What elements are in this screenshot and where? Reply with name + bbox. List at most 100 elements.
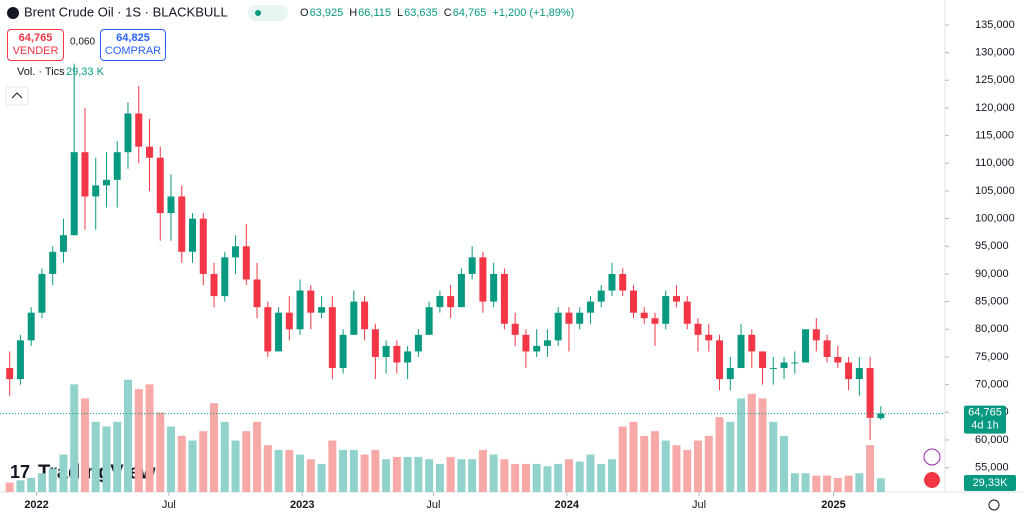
volume-bar: [253, 421, 262, 492]
x-tick-label: 2023: [290, 499, 314, 511]
candle-body: [135, 113, 143, 147]
candle-body: [425, 307, 433, 335]
volume-layer: [5, 379, 885, 492]
volume-bar: [489, 454, 498, 492]
volume-bar: [876, 478, 885, 492]
candle-body: [533, 345, 541, 352]
candle-body: [199, 218, 207, 274]
volume-bar: [306, 459, 315, 492]
volume-bar: [650, 431, 659, 492]
volume-bar: [780, 435, 789, 492]
spread: 0,060: [70, 37, 95, 48]
volume-bar: [48, 468, 57, 492]
buy-button[interactable]: 64,825 COMPRAR: [100, 29, 166, 61]
volume-bar: [564, 459, 573, 492]
candle-body: [447, 296, 455, 308]
header-key: O: [300, 7, 309, 19]
candle-body: [296, 290, 304, 330]
candle-body: [16, 340, 24, 380]
candle-body: [307, 290, 315, 313]
candle-body: [414, 334, 422, 352]
candle-body: [328, 307, 336, 369]
candle-body: [371, 329, 379, 357]
volume-bar: [360, 454, 369, 492]
candle-body: [662, 296, 670, 324]
sell-label: VENDER: [12, 45, 59, 57]
volume-bar: [113, 421, 122, 492]
candle-body: [748, 334, 756, 352]
candle-body: [27, 312, 35, 341]
volume-bar: [737, 398, 746, 492]
candle-body: [350, 301, 358, 335]
buy-label: COMPRAR: [104, 45, 162, 57]
volume-bar: [855, 473, 864, 492]
event-icon[interactable]: [923, 448, 941, 466]
volume-bar: [414, 456, 423, 492]
candle-body: [59, 235, 67, 252]
volume-bar: [747, 393, 756, 492]
settings-icon[interactable]: [988, 499, 1000, 511]
y-tick-label: 85,000: [975, 296, 1009, 308]
volume-bar: [59, 454, 68, 492]
y-tick-label: 130,000: [975, 46, 1015, 58]
candle-body: [759, 351, 767, 369]
volume-bar: [683, 449, 692, 492]
x-tick-label: 2025: [821, 499, 845, 511]
y-tick-label: 120,000: [975, 102, 1015, 114]
header-value: 63,635: [404, 7, 438, 19]
volume-bar: [629, 421, 638, 492]
last-price-tag: [964, 405, 1006, 434]
volume-bar: [177, 435, 186, 492]
y-tick-label: 105,000: [975, 185, 1015, 197]
volume-bar: [16, 480, 25, 492]
last-price-label: 64,765: [968, 407, 1002, 419]
volume-bar: [231, 440, 240, 492]
y-tick-label: 70,000: [975, 379, 1009, 391]
candle-body: [608, 273, 616, 291]
volume-bar: [790, 473, 799, 492]
candle-body: [92, 185, 100, 197]
y-tick-label: 60,000: [975, 434, 1009, 446]
volume-bar: [27, 477, 36, 492]
candle-body: [382, 345, 390, 357]
volume-bar: [575, 461, 584, 492]
flag-icon[interactable]: [924, 472, 940, 488]
candle-body: [554, 312, 562, 341]
volume-bar: [220, 421, 229, 492]
volume-bar: [715, 417, 724, 492]
candle-body: [726, 368, 734, 380]
candle-body: [716, 340, 724, 380]
candle-body: [500, 273, 508, 324]
candle-body: [640, 312, 648, 319]
status-pill: [248, 5, 288, 21]
status-dot: [255, 10, 261, 16]
sell-button[interactable]: 64,765 VENDER: [7, 29, 64, 61]
header-key: H: [349, 7, 357, 19]
candle-body: [242, 246, 250, 280]
volume-bar: [5, 482, 14, 492]
y-tick-label: 135,000: [975, 19, 1015, 31]
volume-value: 29,33 K: [66, 66, 105, 78]
candle-body: [156, 157, 164, 214]
y-tick-label: 90,000: [975, 268, 1009, 280]
volume-bar: [392, 456, 401, 492]
candle-body: [791, 362, 799, 364]
collapse-button[interactable]: [5, 86, 29, 106]
header-value: 63,925: [310, 7, 344, 19]
volume-bar: [403, 456, 412, 492]
candle-body: [102, 179, 110, 186]
last-volume-tag: [964, 475, 1016, 491]
volume-bar: [812, 475, 821, 492]
candle-body: [802, 329, 810, 363]
candle-body: [479, 257, 487, 302]
volume-bar: [156, 412, 165, 492]
candle-body: [705, 334, 713, 341]
candle-body: [339, 334, 347, 369]
volume-bar: [37, 473, 46, 492]
volume-bar: [274, 449, 283, 492]
candle-body: [597, 290, 605, 302]
candle-body: [167, 196, 175, 214]
volume-bar: [468, 459, 477, 492]
volume-bar: [543, 466, 552, 492]
